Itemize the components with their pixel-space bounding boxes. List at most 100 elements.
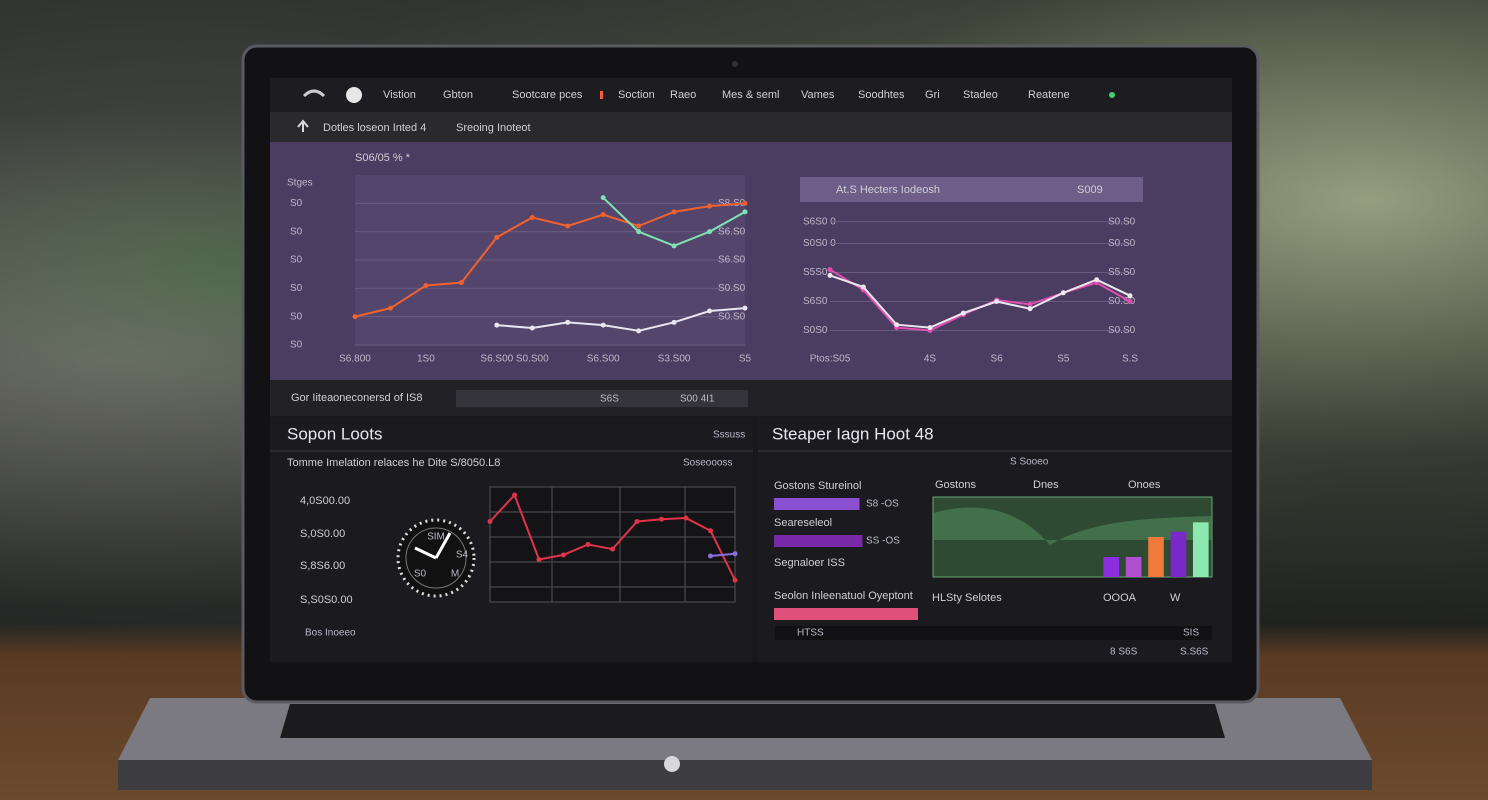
trackpad-notch [664, 756, 680, 772]
data-point [1127, 299, 1133, 304]
bar [774, 608, 918, 620]
panel-title: Steaper Iagn Hoot 48 [772, 424, 934, 443]
data-point [1027, 306, 1033, 312]
nav-item[interactable]: Soodhtes [858, 89, 905, 101]
nav-item[interactable]: Vistion [383, 89, 416, 101]
column-label: Gostons [935, 479, 976, 491]
nav-item[interactable]: Raeo [670, 89, 696, 101]
log-item: S,0S0.00 [300, 528, 345, 540]
data-point [742, 305, 748, 311]
nav-item[interactable]: Gbton [443, 89, 473, 101]
top-nav [270, 78, 1232, 112]
bar-label: Segnaloer ISS [774, 557, 845, 569]
chart-title: At.S Hecters Iodeosh [836, 184, 940, 196]
data-point [458, 280, 464, 286]
side-label: OOOA [1103, 592, 1137, 604]
data-point [708, 553, 713, 559]
sort[interactable]: Soseoooss [683, 458, 732, 469]
data-point [671, 209, 677, 215]
wifi-icon [302, 89, 326, 98]
data-point [512, 492, 517, 498]
bar [774, 498, 860, 510]
bar [1170, 531, 1187, 577]
data-point [600, 322, 606, 328]
data-point [536, 556, 542, 562]
data-point [671, 319, 677, 325]
data-point [732, 551, 738, 557]
breadcrumb[interactable]: Sreoing Inoteot [456, 122, 531, 134]
logo [346, 87, 362, 103]
nav-item[interactable]: Gri [925, 89, 940, 101]
mini-plot [489, 486, 736, 603]
search-text[interactable]: S6S [600, 394, 619, 405]
y2-tick-label: S0.S0 [1108, 238, 1136, 249]
y-tick-label: S0 [290, 311, 303, 322]
nav-item[interactable]: Sootcare pces [512, 89, 583, 101]
data-point [1127, 293, 1133, 299]
y-tick-label: S0S0 [803, 325, 828, 336]
laptop-edge [118, 760, 1372, 790]
data-point [565, 319, 571, 325]
data-point [636, 328, 642, 334]
panel-subtitle: Tomme Imelation relaces he Dite S/8050.L… [287, 457, 500, 469]
up-icon [297, 119, 309, 132]
table-row [775, 626, 1212, 640]
data-point [707, 308, 713, 314]
data-point [600, 212, 606, 218]
log-item: 4,0S00.00 [300, 495, 350, 507]
filter-option[interactable]: S00 4I1 [680, 394, 715, 405]
y-tick-label: S0 [290, 226, 303, 237]
data-point [1027, 301, 1033, 307]
x-tick-label: S.S [1122, 354, 1138, 365]
data-point [494, 322, 500, 328]
data-point [494, 234, 500, 240]
panel-footer[interactable]: Bos Inoeeo [305, 628, 356, 639]
data-point [742, 200, 748, 206]
bar-note: S8 -OS [866, 499, 899, 510]
x-tick-label: Ptos:S05 [810, 354, 851, 365]
panel-action[interactable]: Sssuss [713, 430, 745, 441]
y-label: Stges [287, 178, 313, 189]
nav-item[interactable]: Mes & seml [722, 89, 779, 101]
data-point [529, 325, 535, 331]
nav-item[interactable]: Vames [801, 89, 835, 101]
data-point [994, 299, 1000, 304]
bar [1125, 557, 1142, 577]
data-point [487, 519, 493, 524]
data-point [671, 243, 677, 249]
bar-label: Seolon Inleenatuol Oyeptont [774, 590, 913, 602]
gauge-label: SIM [427, 532, 445, 543]
status-dot [1109, 92, 1115, 98]
side-label: HLSty Selotes [932, 592, 1002, 604]
search-box[interactable] [456, 390, 748, 407]
y2-tick-label: S6.S0 [718, 255, 746, 266]
y2-tick-label: S6.S0 [718, 226, 746, 237]
y2-tick-label: S0.S0 [1108, 216, 1136, 227]
camera [732, 61, 738, 67]
nav-item[interactable]: Soction [618, 89, 655, 101]
table-cell: 8 S6S [1110, 647, 1138, 658]
data-point [565, 223, 571, 229]
breadcrumb[interactable]: Dotles loseon Inted 4 [323, 122, 426, 134]
column-label: Onoes [1128, 479, 1161, 491]
data-point [423, 283, 429, 288]
nav-item[interactable]: Reatene [1028, 89, 1070, 101]
y2-tick-label: S0.S0 [1108, 296, 1136, 307]
x-tick-label: 1S0 [417, 354, 435, 365]
y-tick-label: S6S0 0 [803, 216, 836, 227]
chart-subtitle: S009 [1077, 184, 1103, 196]
data-point [1060, 290, 1066, 296]
y2-tick-label: S5.S0 [1108, 267, 1136, 278]
filter-label: Gor Iiteaoneconersd of IS8 [291, 392, 422, 404]
nav-item[interactable]: Stadeo [963, 89, 998, 101]
data-point [529, 215, 535, 220]
data-point [860, 284, 866, 290]
y-tick-label: S0 [290, 255, 303, 266]
data-point [827, 272, 833, 278]
data-point [742, 209, 748, 215]
x-tick-label: S6 [991, 354, 1004, 365]
data-point [927, 325, 933, 331]
column-label: Dnes [1033, 479, 1059, 491]
bar-label: Seareseleol [774, 517, 832, 529]
data-point [352, 314, 358, 320]
